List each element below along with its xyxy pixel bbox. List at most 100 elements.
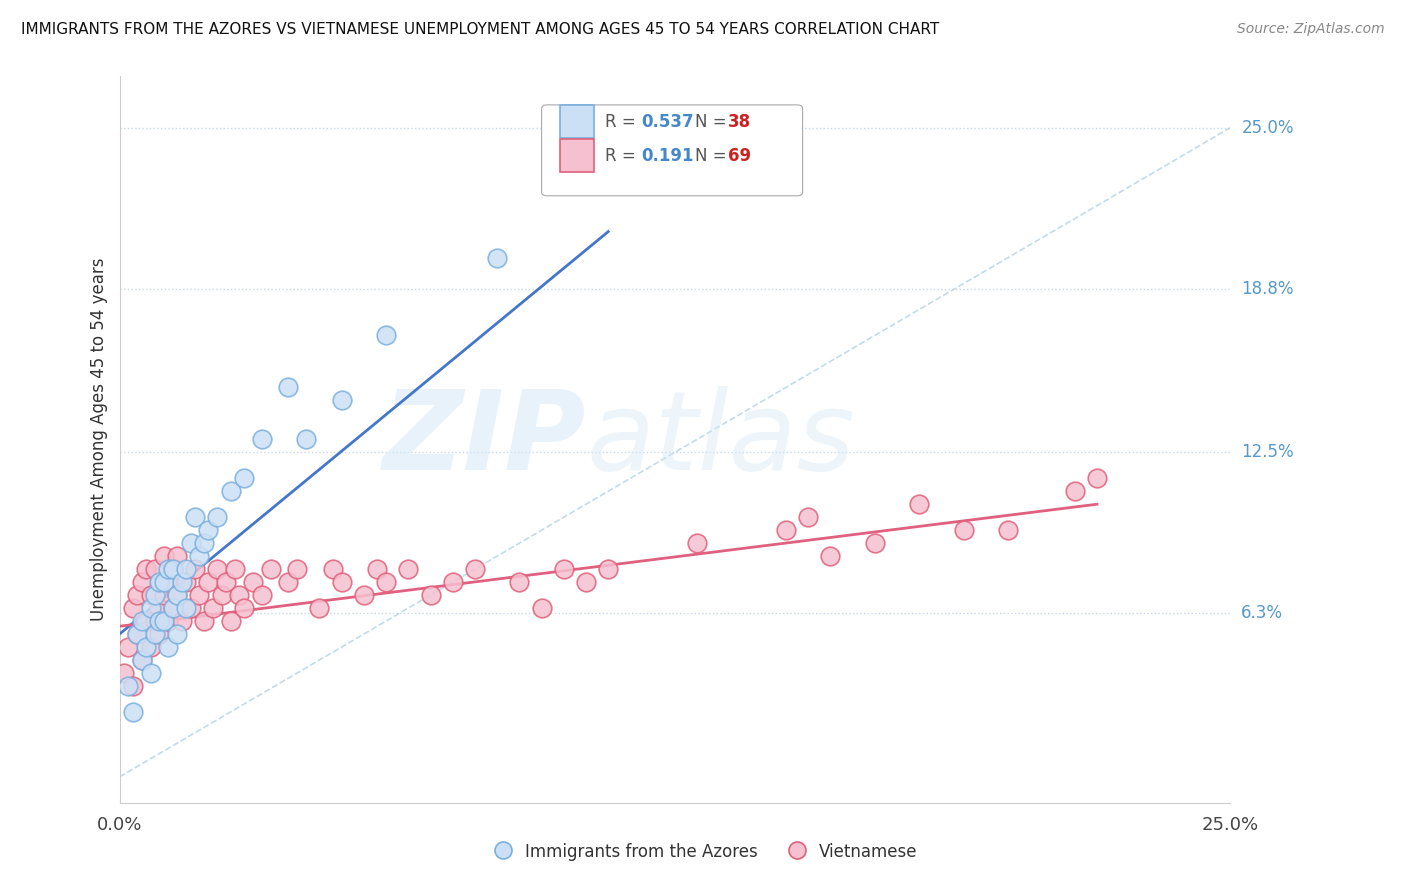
Point bbox=[797, 510, 820, 524]
Text: 69: 69 bbox=[728, 147, 751, 165]
Point bbox=[242, 575, 264, 590]
Point bbox=[250, 588, 273, 602]
Point bbox=[148, 614, 170, 628]
Point bbox=[207, 562, 229, 576]
Point bbox=[174, 601, 197, 615]
Point bbox=[153, 549, 176, 563]
Point bbox=[530, 601, 553, 615]
Point bbox=[952, 523, 974, 537]
Point bbox=[330, 575, 353, 590]
Point bbox=[232, 601, 254, 615]
Text: atlas: atlas bbox=[586, 386, 855, 492]
Text: R =: R = bbox=[605, 147, 641, 165]
Point bbox=[250, 433, 273, 447]
Point bbox=[166, 588, 188, 602]
Point bbox=[201, 601, 224, 615]
Text: IMMIGRANTS FROM THE AZORES VS VIETNAMESE UNEMPLOYMENT AMONG AGES 45 TO 54 YEARS : IMMIGRANTS FROM THE AZORES VS VIETNAMESE… bbox=[21, 22, 939, 37]
Point bbox=[184, 562, 207, 576]
Point bbox=[139, 601, 162, 615]
Y-axis label: Unemployment Among Ages 45 to 54 years: Unemployment Among Ages 45 to 54 years bbox=[90, 258, 108, 621]
Bar bbox=[561, 139, 593, 172]
Point bbox=[121, 679, 143, 693]
Point bbox=[121, 601, 143, 615]
Point bbox=[162, 562, 184, 576]
Point bbox=[143, 614, 166, 628]
Point bbox=[131, 614, 153, 628]
Point bbox=[174, 562, 197, 576]
Point bbox=[166, 588, 188, 602]
Point bbox=[117, 640, 139, 654]
Point bbox=[153, 588, 176, 602]
Point bbox=[232, 471, 254, 485]
Point bbox=[396, 562, 419, 576]
Point bbox=[219, 614, 242, 628]
Point bbox=[908, 497, 931, 511]
Text: N =: N = bbox=[695, 147, 731, 165]
Point bbox=[441, 575, 464, 590]
Point bbox=[157, 614, 180, 628]
Point bbox=[285, 562, 308, 576]
Point bbox=[219, 484, 242, 499]
Point bbox=[143, 562, 166, 576]
Point bbox=[193, 536, 215, 550]
Point bbox=[174, 575, 197, 590]
Point bbox=[193, 614, 215, 628]
Point bbox=[148, 575, 170, 590]
Text: 0.191: 0.191 bbox=[641, 147, 695, 165]
Point bbox=[277, 380, 299, 394]
Point bbox=[184, 510, 207, 524]
Point bbox=[207, 510, 229, 524]
Point bbox=[162, 562, 184, 576]
FancyBboxPatch shape bbox=[541, 105, 803, 195]
Point bbox=[508, 575, 530, 590]
Point bbox=[486, 251, 509, 265]
Point bbox=[228, 588, 250, 602]
Point bbox=[863, 536, 886, 550]
Point bbox=[135, 562, 157, 576]
Point bbox=[170, 575, 193, 590]
Point bbox=[366, 562, 388, 576]
Point bbox=[143, 588, 166, 602]
Text: 0.537: 0.537 bbox=[641, 112, 695, 130]
Point bbox=[820, 549, 842, 563]
Point bbox=[127, 627, 149, 641]
Point bbox=[188, 549, 211, 563]
Point bbox=[157, 562, 180, 576]
Point bbox=[775, 523, 797, 537]
Point bbox=[112, 665, 135, 680]
Point bbox=[575, 575, 598, 590]
Point bbox=[464, 562, 486, 576]
Point bbox=[139, 665, 162, 680]
Point bbox=[127, 588, 149, 602]
Text: 12.5%: 12.5% bbox=[1241, 443, 1294, 461]
Point bbox=[295, 433, 318, 447]
Point bbox=[135, 614, 157, 628]
Point bbox=[143, 627, 166, 641]
Point bbox=[131, 653, 153, 667]
Point bbox=[308, 601, 330, 615]
Point bbox=[419, 588, 441, 602]
Text: Vietnamese: Vietnamese bbox=[820, 843, 918, 862]
Text: R =: R = bbox=[605, 112, 641, 130]
Point bbox=[157, 575, 180, 590]
Point bbox=[188, 588, 211, 602]
Point bbox=[322, 562, 344, 576]
Point bbox=[375, 575, 398, 590]
Bar bbox=[561, 105, 593, 137]
Point bbox=[131, 653, 153, 667]
Point bbox=[170, 614, 193, 628]
Point bbox=[353, 588, 375, 602]
Point bbox=[157, 640, 180, 654]
Point bbox=[148, 627, 170, 641]
Text: 25.0%: 25.0% bbox=[1241, 119, 1294, 136]
Point bbox=[598, 562, 620, 576]
Point bbox=[197, 523, 219, 537]
Point bbox=[162, 601, 184, 615]
Text: Source: ZipAtlas.com: Source: ZipAtlas.com bbox=[1237, 22, 1385, 37]
Point bbox=[139, 588, 162, 602]
Point bbox=[162, 601, 184, 615]
Point bbox=[997, 523, 1019, 537]
Point bbox=[215, 575, 238, 590]
Point bbox=[224, 562, 246, 576]
Point bbox=[131, 575, 153, 590]
